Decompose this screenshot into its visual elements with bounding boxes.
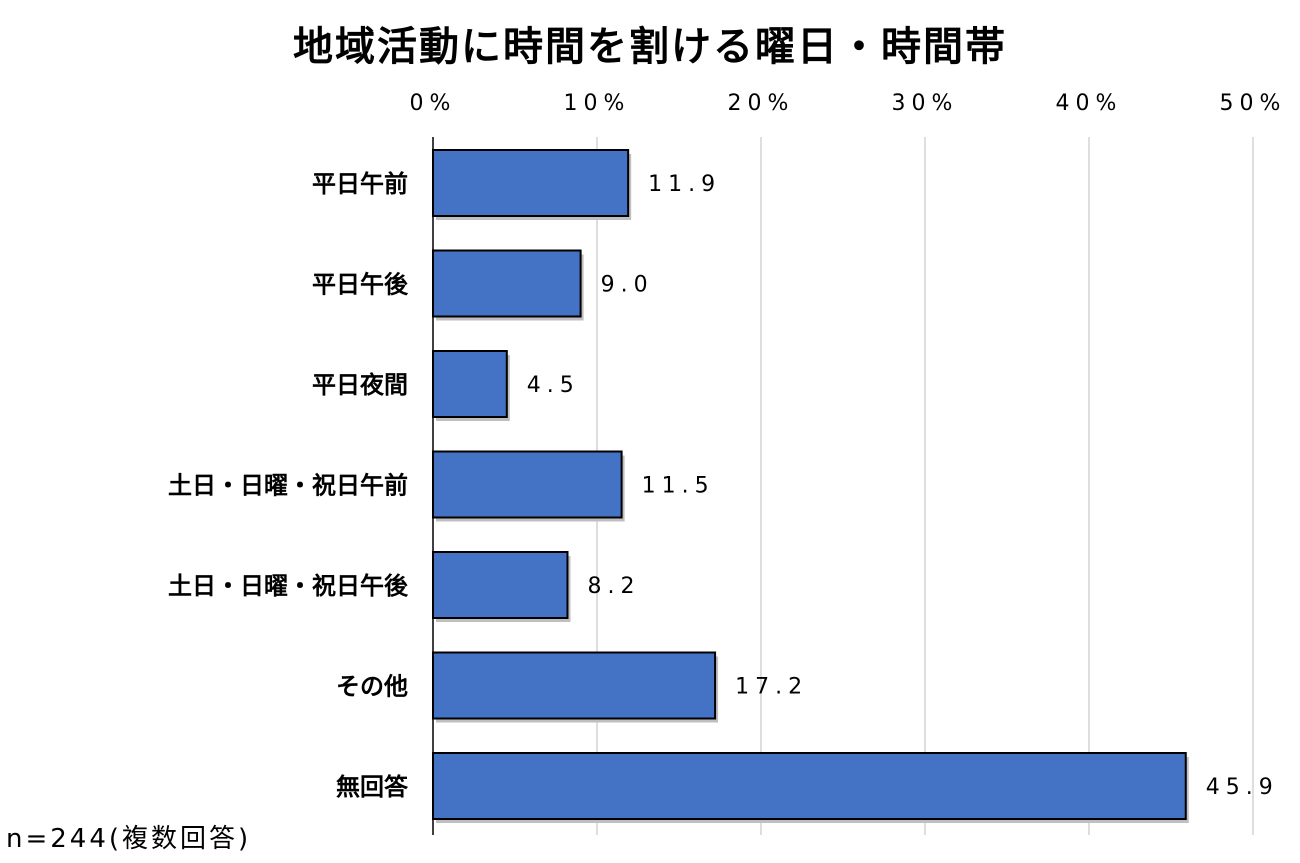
value-label: 4.5 xyxy=(527,373,580,398)
category-label: 平日午後 xyxy=(312,271,409,299)
value-label: 45.9 xyxy=(1206,775,1279,800)
x-tick-label: 30% xyxy=(892,91,959,116)
bar xyxy=(432,551,569,619)
x-tick-label: 50% xyxy=(1220,91,1287,116)
bar xyxy=(432,651,717,720)
x-tick-label: 10% xyxy=(564,91,631,116)
x-tick-label: 0% xyxy=(410,91,457,116)
value-label: 11.9 xyxy=(648,172,721,197)
value-label: 8.2 xyxy=(587,574,640,599)
category-label: その他 xyxy=(336,673,408,701)
category-label: 土日・日曜・祝日午前 xyxy=(168,472,408,500)
category-label: 平日夜間 xyxy=(312,371,408,399)
chart-title: 地域活動に時間を割ける曜日・時間帯 xyxy=(293,24,1007,70)
value-label: 11.5 xyxy=(642,474,715,499)
bar xyxy=(432,249,582,318)
sample-size-note: n=244(複数回答) xyxy=(6,824,252,854)
category-label: 無回答 xyxy=(336,773,409,801)
category-label: 平日午前 xyxy=(312,170,408,198)
x-tick-label: 40% xyxy=(1056,91,1123,116)
value-label: 9.0 xyxy=(601,273,654,298)
bars xyxy=(432,149,1189,823)
bar xyxy=(432,752,1187,820)
category-label: 土日・日曜・祝日午後 xyxy=(168,572,409,600)
x-axis-ticks: 0% 10% 20% 30% 40% 50% xyxy=(410,91,1287,116)
value-label: 17.2 xyxy=(735,675,808,700)
bar xyxy=(432,149,630,217)
x-tick-label: 20% xyxy=(728,91,795,116)
bar xyxy=(432,450,623,519)
value-labels: 11.9 9.0 4.5 11.5 8.2 17.2 45.9 xyxy=(527,172,1279,800)
bar xyxy=(432,350,508,418)
